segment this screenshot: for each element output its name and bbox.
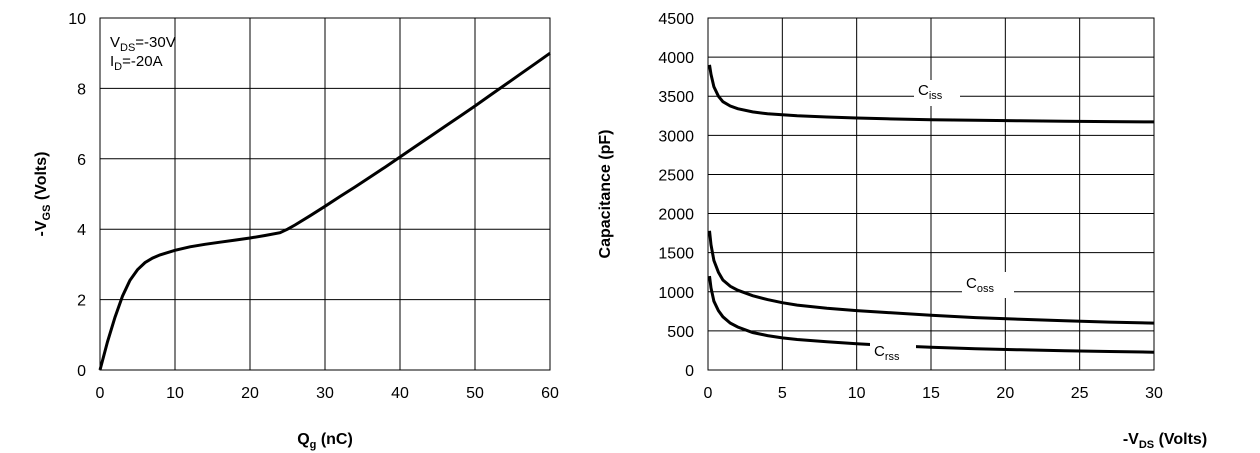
capacitance-x-tick-label: 30 xyxy=(1145,385,1163,402)
ciss-label-bg xyxy=(914,80,960,106)
crss-curve xyxy=(708,275,1155,354)
gate-charge-x-axis-label: Qg (nC) xyxy=(297,431,353,451)
capacitance-plot-frame xyxy=(707,17,1155,371)
gate-charge-x-tick-label: 20 xyxy=(241,385,259,402)
gate-charge-chart: 0 2 4 6 8 10 0 10 20 30 40 50 60 VDS=-30V ID=-20A Q… xyxy=(33,11,559,451)
capacitance-x-tick-label: 10 xyxy=(848,385,866,402)
gate-charge-y-tick-label: 10 xyxy=(68,11,86,28)
gate-charge-x-tick-label: 30 xyxy=(316,385,334,402)
capacitance-y-tick-label: 3500 xyxy=(658,89,694,106)
gate-charge-y-tick-label: 0 xyxy=(77,363,86,380)
capacitance-y-tick-label: 1000 xyxy=(658,285,694,302)
gate-charge-y-tick-labels: 0 2 4 6 8 10 xyxy=(68,11,86,380)
capacitance-y-tick-label: 4500 xyxy=(658,11,694,28)
capacitance-y-tick-label: 2000 xyxy=(658,207,694,224)
gate-charge-y-tick-label: 6 xyxy=(77,152,86,169)
id-annotation: ID=-20A xyxy=(110,53,163,73)
gate-charge-plot-frame xyxy=(99,17,551,371)
gate-charge-y-tick-label: 8 xyxy=(77,81,86,98)
vds-annotation: VDS=-30V xyxy=(110,34,176,54)
gate-charge-y-tick-label: 4 xyxy=(77,222,86,239)
capacitance-x-tick-label: 0 xyxy=(704,385,713,402)
ciss-label: Ciss xyxy=(918,82,943,102)
gate-charge-y-axis-label: -VGS (Volts) xyxy=(33,152,53,237)
capacitance-y-tick-label: 1500 xyxy=(658,246,694,263)
capacitance-y-tick-label: 500 xyxy=(667,324,694,341)
capacitance-x-tick-label: 20 xyxy=(996,385,1014,402)
capacitance-chart: 0 500 1000 1500 2000 2500 3000 3500 4000 4500 0 5 1… xyxy=(597,11,1207,451)
gate-charge-grid xyxy=(100,18,550,370)
gate-charge-x-tick-label: 0 xyxy=(96,385,105,402)
coss-label-bg xyxy=(962,272,1014,298)
gate-charge-x-tick-labels: 0 10 20 30 40 50 60 xyxy=(96,385,559,402)
capacitance-x-tick-labels: 0 5 10 15 20 25 30 xyxy=(704,385,1163,402)
ciss-curve xyxy=(708,64,1155,124)
capacitance-y-tick-label: 4000 xyxy=(658,50,694,67)
capacitance-y-tick-label: 0 xyxy=(685,363,694,380)
vgs-curve xyxy=(98,51,551,371)
crss-label-bg xyxy=(870,340,916,366)
capacitance-x-tick-label: 5 xyxy=(778,385,787,402)
capacitance-x-tick-label: 25 xyxy=(1071,385,1089,402)
crss-label: Crss xyxy=(874,343,900,363)
capacitance-x-axis-label: -VDS (Volts) xyxy=(1123,431,1207,451)
capacitance-grid xyxy=(708,18,1154,370)
capacitance-x-tick-label: 15 xyxy=(922,385,940,402)
gate-charge-x-tick-label: 40 xyxy=(391,385,409,402)
gate-charge-x-tick-label: 60 xyxy=(541,385,559,402)
coss-curve xyxy=(708,230,1155,325)
gate-charge-x-tick-label: 50 xyxy=(466,385,484,402)
capacitance-y-axis-label: Capacitance (pF) xyxy=(597,130,614,259)
capacitance-y-tick-label: 3000 xyxy=(658,128,694,145)
gate-charge-x-tick-label: 10 xyxy=(166,385,184,402)
coss-label: Coss xyxy=(966,275,994,295)
capacitance-y-tick-label: 2500 xyxy=(658,167,694,184)
gate-charge-y-tick-label: 2 xyxy=(77,293,86,310)
capacitance-y-tick-labels: 0 500 1000 1500 2000 2500 3000 3500 4000 4500 xyxy=(658,11,694,380)
